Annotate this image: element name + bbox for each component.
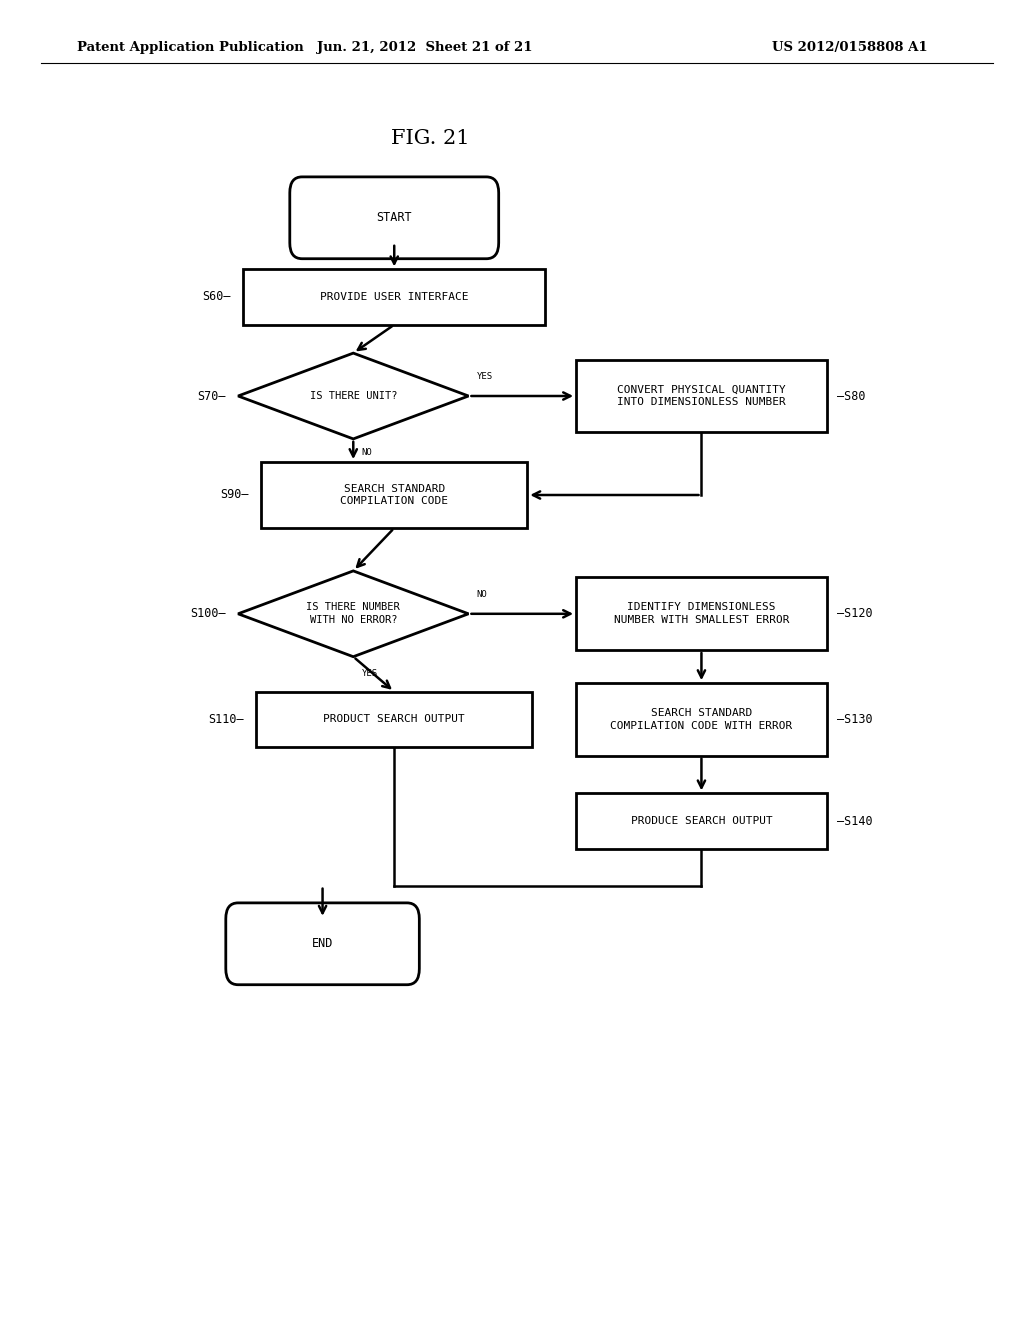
Text: START: START (377, 211, 412, 224)
Text: Jun. 21, 2012  Sheet 21 of 21: Jun. 21, 2012 Sheet 21 of 21 (317, 41, 532, 54)
Bar (575, 684, 827, 755)
Text: US 2012/0158808 A1: US 2012/0158808 A1 (772, 41, 928, 54)
Text: —S80: —S80 (838, 389, 865, 403)
Text: SEARCH STANDARD
COMPILATION CODE: SEARCH STANDARD COMPILATION CODE (340, 483, 449, 507)
Text: IS THERE UNIT?: IS THERE UNIT? (309, 391, 397, 401)
Text: SEARCH STANDARD
COMPILATION CODE WITH ERROR: SEARCH STANDARD COMPILATION CODE WITH ER… (610, 708, 793, 731)
Text: FIG. 21: FIG. 21 (391, 129, 469, 148)
Text: YES: YES (361, 669, 378, 678)
FancyBboxPatch shape (225, 903, 420, 985)
Text: S100—: S100— (190, 607, 225, 620)
Text: Patent Application Publication: Patent Application Publication (77, 41, 303, 54)
Bar (256, 692, 532, 747)
FancyBboxPatch shape (290, 177, 499, 259)
Bar (575, 793, 827, 849)
Text: END: END (312, 937, 333, 950)
Text: PRODUCE SEARCH OUTPUT: PRODUCE SEARCH OUTPUT (631, 816, 772, 826)
Text: —S120: —S120 (838, 607, 872, 620)
Text: S90—: S90— (220, 488, 249, 502)
Bar (575, 360, 827, 433)
Text: —S140: —S140 (838, 814, 872, 828)
Text: S60—: S60— (203, 290, 231, 304)
Text: CONVERT PHYSICAL QUANTITY
INTO DIMENSIONLESS NUMBER: CONVERT PHYSICAL QUANTITY INTO DIMENSION… (617, 384, 785, 408)
Text: —S130: —S130 (838, 713, 872, 726)
Text: PRODUCT SEARCH OUTPUT: PRODUCT SEARCH OUTPUT (324, 714, 465, 725)
Polygon shape (238, 354, 468, 438)
Text: YES: YES (476, 372, 493, 381)
Text: IDENTIFY DIMENSIONLESS
NUMBER WITH SMALLEST ERROR: IDENTIFY DIMENSIONLESS NUMBER WITH SMALL… (613, 602, 790, 626)
Text: PROVIDE USER INTERFACE: PROVIDE USER INTERFACE (319, 292, 469, 302)
Bar (244, 269, 545, 325)
Bar (575, 577, 827, 649)
Bar (261, 462, 527, 528)
Text: NO: NO (361, 447, 372, 457)
Text: NO: NO (476, 590, 487, 599)
Text: IS THERE NUMBER
WITH NO ERROR?: IS THERE NUMBER WITH NO ERROR? (306, 602, 400, 626)
Polygon shape (238, 570, 468, 656)
Text: S110—: S110— (208, 713, 244, 726)
Text: S70—: S70— (198, 389, 225, 403)
